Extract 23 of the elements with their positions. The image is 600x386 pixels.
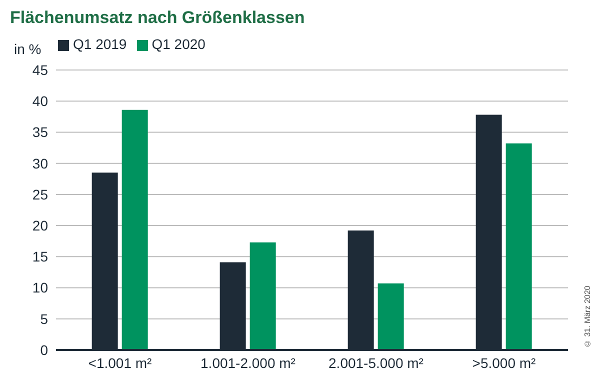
y-tick-label: 35	[32, 124, 48, 140]
y-tick-label: 15	[32, 248, 48, 265]
x-tick-label: >5.000 m²	[472, 354, 536, 371]
y-tick-label: 5	[40, 310, 48, 327]
x-tick-label: 1.001-2.000 m²	[200, 354, 296, 371]
y-tick-label: 30	[32, 155, 48, 172]
text: © 31. März 2020	[583, 284, 592, 348]
bar	[506, 143, 532, 350]
y-tick-label: 10	[32, 280, 48, 296]
bar	[122, 110, 148, 350]
y-tick-label: 25	[32, 186, 48, 202]
bar	[250, 242, 276, 350]
y-tick-label: 45	[32, 62, 48, 78]
y-axis-title: in %	[14, 41, 42, 57]
bar	[378, 283, 404, 350]
legend-label: Q1 2019	[73, 36, 127, 52]
legend-label: Q1 2020	[152, 36, 206, 52]
y-tick-label: 20	[32, 218, 48, 234]
chart-title: Flächenumsatz nach Größenklassen	[10, 8, 305, 28]
x-tick-label: <1.001 m²	[88, 354, 152, 371]
y-tick-label: 40	[32, 93, 48, 110]
y-tick-label: 0	[40, 342, 48, 358]
x-tick-label: 2.001-5.000 m²	[328, 354, 424, 371]
